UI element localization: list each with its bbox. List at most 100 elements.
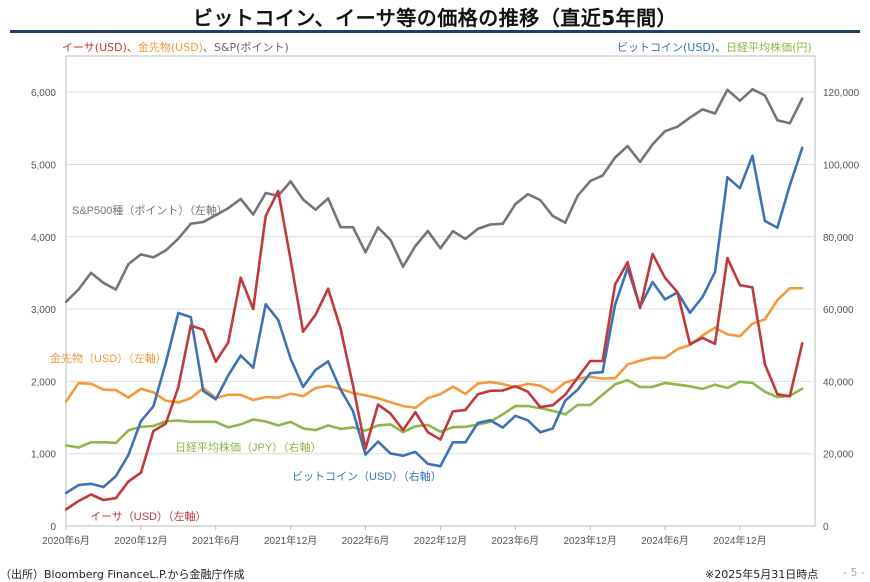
data-point [127, 480, 130, 483]
data-point [426, 431, 430, 434]
data-point [701, 295, 704, 299]
data-point [152, 391, 155, 394]
data-point [439, 392, 442, 396]
legend-sp500: 、S&P(ポイント) [202, 41, 289, 54]
data-point [139, 419, 143, 423]
data-point [139, 387, 143, 390]
data-point [339, 427, 342, 431]
data-point [738, 99, 742, 102]
data-point [301, 385, 305, 389]
data-point [89, 382, 93, 385]
x-tick-label: 2023年12月 [563, 534, 616, 547]
legend-sep: 、 [126, 41, 138, 54]
plot-area [65, 55, 816, 527]
data-point [788, 287, 792, 290]
data-point [476, 421, 480, 425]
data-point [626, 261, 629, 264]
data-point [364, 447, 367, 450]
x-tick-label: 2022年12月 [414, 534, 467, 547]
data-point [426, 396, 430, 400]
data-point [326, 197, 330, 200]
data-point [426, 462, 430, 466]
data-point [626, 363, 629, 366]
data-point [102, 498, 105, 502]
source-note: （出所）Bloomberg FinanceL.P.から金融庁作成 [0, 568, 245, 581]
data-point [202, 420, 205, 423]
data-point [351, 409, 355, 413]
data-point [127, 453, 130, 457]
data-point [426, 423, 430, 427]
data-point [489, 389, 492, 392]
data-point [551, 427, 554, 430]
data-point [626, 144, 629, 148]
data-point [389, 401, 392, 404]
data-point [501, 222, 504, 225]
data-point [389, 452, 392, 455]
data-point [89, 441, 93, 444]
legend-gold: 金先物(USD) [137, 41, 203, 54]
data-point [539, 384, 542, 387]
data-point [389, 412, 392, 415]
y-right-tick-label: 100,000 [823, 160, 860, 171]
data-point [401, 404, 405, 408]
data-point [102, 388, 105, 391]
legend-right-axis: ビットコイン(USD)、日経平均株価(円) [617, 39, 812, 55]
data-point [314, 368, 317, 372]
data-point [127, 396, 130, 399]
data-point [264, 395, 267, 399]
data-point [713, 270, 717, 274]
data-point [164, 249, 168, 252]
data-point [364, 251, 367, 254]
data-point [102, 485, 105, 489]
data-point [613, 383, 617, 386]
data-point [314, 208, 317, 211]
data-point [214, 360, 217, 363]
data-point [776, 119, 779, 122]
data-point [239, 197, 242, 201]
data-point [464, 392, 467, 396]
legend-left-axis: イーサ(USD)、金先物(USD)、S&P(ポイント) [62, 39, 289, 55]
data-point [576, 194, 579, 197]
data-point [638, 385, 642, 389]
data-point [189, 396, 192, 400]
data-point [713, 383, 717, 386]
x-tick-label: 2020年12月 [114, 534, 167, 547]
data-point [726, 176, 729, 179]
data-point [177, 386, 180, 389]
data-point [77, 446, 80, 449]
data-point [414, 244, 417, 248]
legend-bitcoin: ビットコイン(USD) [617, 41, 716, 54]
data-point [464, 441, 467, 444]
data-point [376, 424, 380, 427]
data-point [501, 389, 504, 392]
data-point [501, 426, 504, 429]
data-point [276, 318, 280, 322]
data-point [501, 382, 504, 386]
data-point [526, 390, 529, 393]
data-point [439, 438, 442, 441]
y-left-tick-label: 1,000 [31, 450, 56, 461]
data-point [314, 313, 317, 316]
data-point [626, 378, 629, 382]
data-point [464, 408, 467, 412]
series-label: イーサ（USD）（左軸） [90, 509, 207, 523]
data-point [588, 403, 592, 407]
data-point [588, 375, 592, 379]
data-point [339, 388, 342, 391]
data-point [514, 203, 517, 206]
data-point [663, 356, 667, 360]
y-right-tick-label: 20,000 [823, 450, 854, 461]
data-point [514, 414, 517, 418]
data-point [252, 366, 255, 369]
data-point [289, 420, 292, 424]
data-point [264, 214, 267, 218]
data-point [376, 397, 380, 400]
data-point [414, 450, 417, 454]
data-point [601, 377, 604, 380]
data-point [351, 226, 355, 229]
data-point [227, 207, 230, 210]
data-point [264, 191, 267, 195]
data-point [601, 174, 604, 177]
data-point [351, 426, 355, 429]
data-point [189, 324, 192, 327]
